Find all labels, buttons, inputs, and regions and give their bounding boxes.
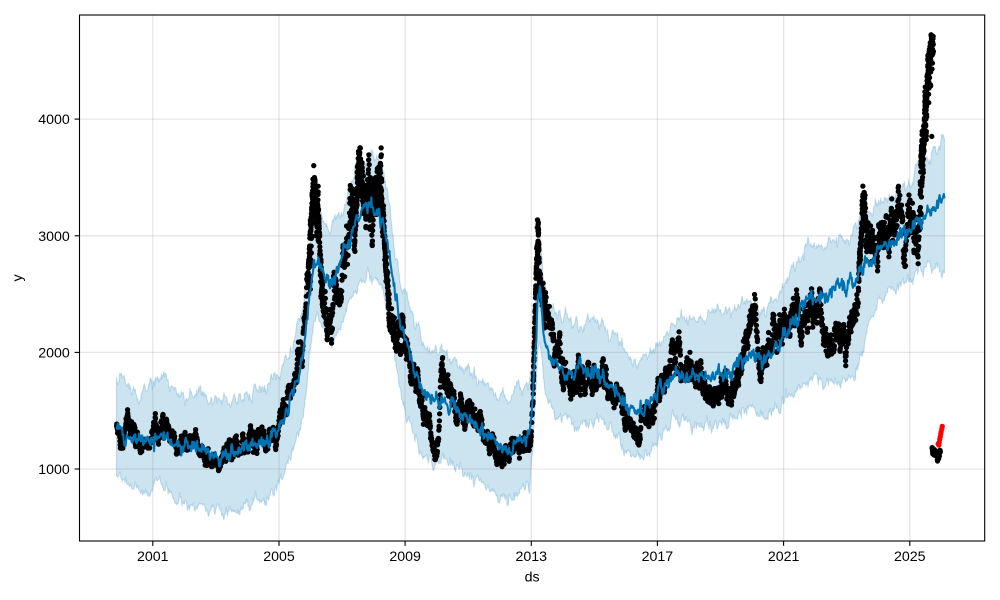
svg-text:2001: 2001 bbox=[137, 549, 169, 565]
svg-text:2000: 2000 bbox=[38, 345, 70, 361]
svg-text:3000: 3000 bbox=[38, 229, 70, 245]
svg-text:2005: 2005 bbox=[263, 549, 295, 565]
svg-text:2013: 2013 bbox=[516, 549, 548, 565]
svg-text:1000: 1000 bbox=[38, 462, 70, 478]
svg-text:y: y bbox=[10, 274, 26, 282]
svg-text:2025: 2025 bbox=[894, 549, 926, 565]
svg-text:2009: 2009 bbox=[389, 549, 421, 565]
svg-text:ds: ds bbox=[525, 570, 540, 586]
svg-text:2021: 2021 bbox=[768, 549, 800, 565]
svg-text:4000: 4000 bbox=[38, 112, 70, 128]
svg-text:2017: 2017 bbox=[642, 549, 674, 565]
